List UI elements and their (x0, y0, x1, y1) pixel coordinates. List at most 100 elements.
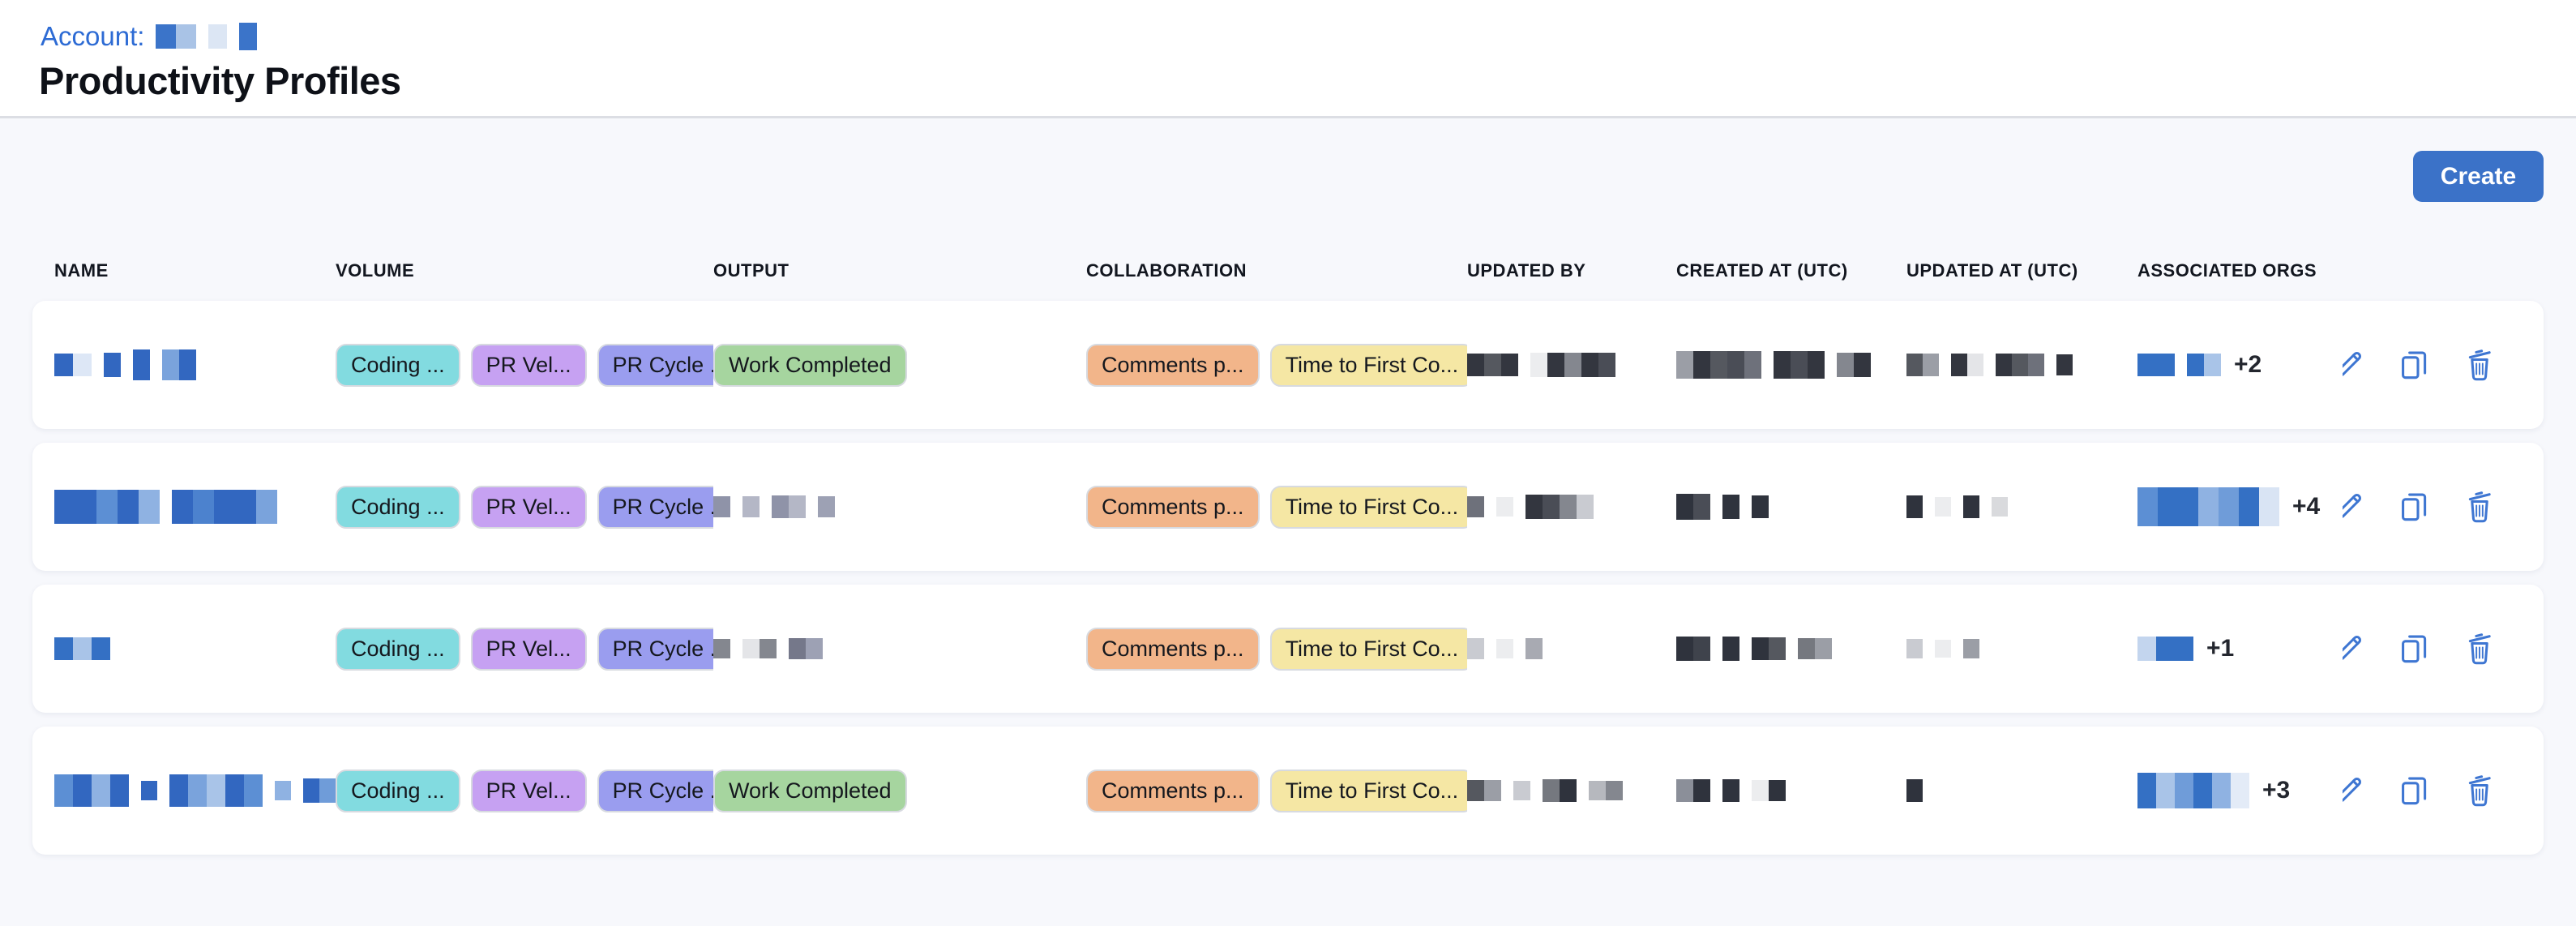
edit-button[interactable] (2343, 630, 2367, 667)
time-to-first-badge: Time to First Co... (1269, 769, 1467, 812)
cell-associated-orgs: +1 (2137, 635, 2343, 662)
work-completed-badge: Work Completed (713, 769, 907, 812)
pr-velocity-badge: PR Vel... (470, 627, 587, 671)
cell-output (713, 495, 1086, 518)
cell-collaboration: Comments p... Time to First Co... (1086, 485, 1467, 529)
redacted-account-name (156, 23, 258, 50)
redacted-text (54, 490, 277, 524)
column-header-created-at: CREATED AT (UTC) (1676, 260, 1848, 281)
pr-cycle-badge: PR Cycle ... (597, 769, 713, 812)
trash-icon (2468, 491, 2491, 523)
duplicate-button[interactable] (2395, 346, 2433, 384)
column-header-volume: VOLUME (336, 260, 415, 281)
cell-name (54, 490, 336, 524)
cell-updated-by (1467, 779, 1676, 802)
redacted-text (1676, 494, 1769, 520)
coding-badge: Coding ... (336, 769, 460, 812)
copy-icon (2402, 351, 2427, 379)
page-title: Productivity Profiles (39, 59, 401, 102)
cell-created-at (1676, 637, 1906, 661)
redacted-text (1906, 779, 1923, 802)
redacted-text (54, 637, 110, 660)
time-to-first-badge: Time to First Co... (1269, 485, 1467, 529)
pr-cycle-badge: PR Cycle ... (597, 627, 713, 671)
redacted-text (1467, 353, 1615, 377)
redacted-text (1467, 495, 1594, 519)
cell-collaboration: Comments p... Time to First Co... (1086, 769, 1467, 812)
duplicate-button[interactable] (2395, 488, 2433, 525)
cell-created-at (1676, 351, 1906, 379)
redacted-text (2137, 487, 2279, 526)
pencil-icon (2343, 636, 2361, 660)
column-header-updated-at: UPDATED AT (UTC) (1906, 260, 2078, 281)
copy-icon (2402, 635, 2427, 663)
cell-output: Work Completed (713, 343, 1086, 387)
cell-name (54, 774, 336, 807)
table-body: Coding ...PR Vel...PR Cycle ... Work Com… (32, 301, 2544, 868)
comments-badge: Comments p... (1086, 627, 1260, 671)
pr-cycle-badge: PR Cycle ... (597, 343, 713, 387)
cell-updated-by (1467, 638, 1676, 659)
redacted-text (1676, 637, 1832, 661)
column-header-name: NAME (54, 260, 109, 281)
column-header-associated-orgs: ASSOCIATED ORGS (2137, 260, 2317, 281)
redacted-text (1906, 354, 2073, 376)
edit-button[interactable] (2343, 488, 2367, 525)
pr-cycle-badge: PR Cycle ... (597, 485, 713, 529)
cell-associated-orgs: +4 (2137, 487, 2343, 526)
comments-badge: Comments p... (1086, 343, 1260, 387)
cell-name (54, 637, 336, 660)
cell-actions (2343, 630, 2544, 667)
coding-badge: Coding ... (336, 343, 460, 387)
create-button[interactable]: Create (2413, 151, 2544, 202)
orgs-more-count: +2 (2234, 351, 2262, 378)
pr-velocity-badge: PR Vel... (470, 485, 587, 529)
duplicate-button[interactable] (2395, 772, 2433, 809)
cell-updated-at (1906, 354, 2137, 376)
edit-button[interactable] (2343, 346, 2367, 384)
delete-button[interactable] (2461, 772, 2498, 809)
copy-icon (2402, 777, 2427, 805)
cell-volume: Coding ...PR Vel...PR Cycle ... (336, 343, 713, 387)
orgs-more-count: +1 (2206, 635, 2235, 662)
table-row: Coding ...PR Vel...PR Cycle ... Work Com… (32, 727, 2544, 855)
cell-output (713, 638, 1086, 659)
coding-badge: Coding ... (336, 627, 460, 671)
cell-volume: Coding ...PR Vel...PR Cycle ... (336, 627, 713, 671)
pencil-icon (2343, 494, 2361, 518)
duplicate-button[interactable] (2395, 630, 2433, 667)
cell-updated-by (1467, 353, 1676, 377)
page-header: Account: Productivity Profiles (0, 0, 2576, 118)
redacted-text (1467, 638, 1543, 659)
table-row: Coding ...PR Vel...PR Cycle ... Comments… (32, 443, 2544, 571)
cell-actions (2343, 488, 2544, 525)
redacted-text (1906, 495, 2008, 518)
cell-collaboration: Comments p... Time to First Co... (1086, 343, 1467, 387)
column-header-updated-by: UPDATED BY (1467, 260, 1586, 281)
pencil-icon (2343, 778, 2361, 802)
cell-volume: Coding ...PR Vel...PR Cycle ... (336, 485, 713, 529)
cell-associated-orgs: +2 (2137, 351, 2343, 379)
cell-updated-at (1906, 639, 2137, 658)
comments-badge: Comments p... (1086, 485, 1260, 529)
trash-icon (2468, 633, 2491, 665)
delete-button[interactable] (2461, 630, 2498, 667)
table-row: Coding ...PR Vel...PR Cycle ... Work Com… (32, 301, 2544, 429)
account-breadcrumb[interactable]: Account: (41, 21, 258, 52)
redacted-text (713, 638, 823, 659)
table-header: NAME VOLUME OUTPUT COLLABORATION UPDATED… (32, 247, 2544, 295)
table-row: Coding ...PR Vel...PR Cycle ... Comments… (32, 585, 2544, 713)
redacted-text (1906, 639, 1979, 658)
trash-icon (2468, 775, 2491, 807)
redacted-text (2137, 354, 2221, 376)
cell-volume: Coding ...PR Vel...PR Cycle ... (336, 769, 713, 812)
redacted-text (1676, 351, 1871, 379)
cell-output: Work Completed (713, 769, 1086, 812)
delete-button[interactable] (2461, 346, 2498, 384)
cell-updated-by (1467, 495, 1676, 519)
delete-button[interactable] (2461, 488, 2498, 525)
cell-updated-at (1906, 779, 2137, 802)
time-to-first-badge: Time to First Co... (1269, 343, 1467, 387)
edit-button[interactable] (2343, 772, 2367, 809)
cell-associated-orgs: +3 (2137, 773, 2343, 808)
